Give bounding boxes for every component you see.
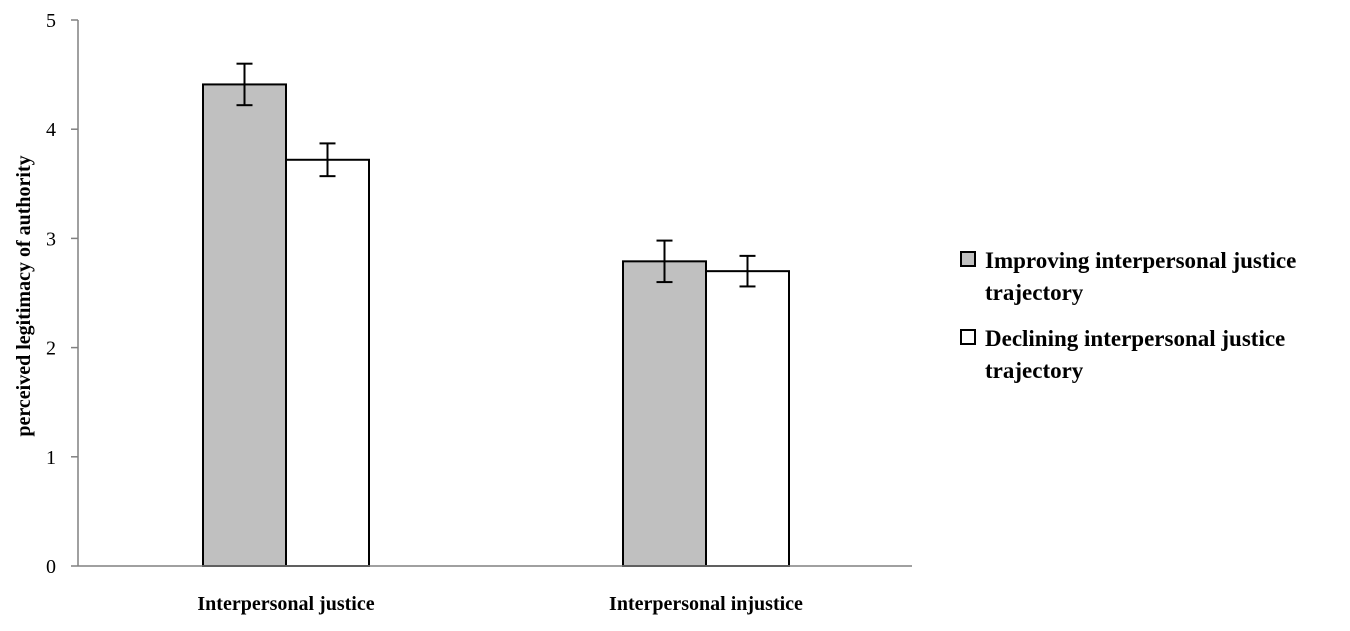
legend: Improving interpersonal justice trajector…: [960, 248, 1296, 383]
bar-series-1: [622, 260, 707, 567]
bar-series-1: [202, 83, 287, 567]
bar-series-2: [705, 270, 790, 567]
x-category-label: Interpersonal justice: [197, 593, 374, 615]
legend-label-1: Improving interpersonal justice: [985, 248, 1296, 273]
plot-area: [202, 62, 790, 567]
bar-series-2: [285, 158, 370, 567]
legend-label-2: Declining interpersonal justice: [985, 326, 1285, 351]
legend-label-2: trajectory: [985, 358, 1084, 383]
y-tick-label: 3: [46, 228, 56, 250]
y-tick-label: 4: [46, 119, 56, 141]
y-tick-label: 2: [46, 338, 56, 360]
legend-swatch-1: [960, 251, 976, 267]
y-axis-title: perceived legitimacy of authority: [13, 155, 35, 436]
legend-swatch-2: [960, 329, 976, 345]
x-category-label: Interpersonal injustice: [609, 593, 803, 615]
x-axis: Interpersonal justice Interpersonal injus…: [78, 565, 912, 615]
legend-label-1: trajectory: [985, 280, 1084, 305]
y-tick-label: 0: [46, 556, 56, 578]
y-axis: 0 1 2 3 4 5: [46, 10, 79, 578]
y-tick-label: 1: [46, 447, 56, 469]
y-tick-label: 5: [46, 10, 56, 32]
